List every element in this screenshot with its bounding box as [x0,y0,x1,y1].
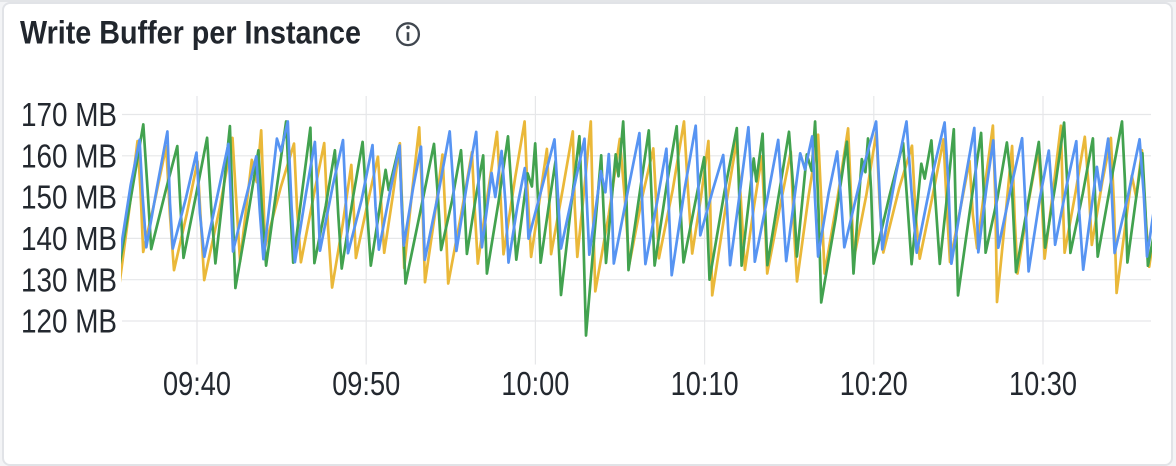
svg-text:09:40: 09:40 [163,365,231,402]
svg-text:170 MB: 170 MB [21,96,117,133]
svg-text:Write Buffer per Instance: Write Buffer per Instance [20,15,361,51]
svg-text:160 MB: 160 MB [21,137,117,174]
svg-text:120 MB: 120 MB [21,303,117,340]
svg-text:140 MB: 140 MB [21,220,117,257]
svg-text:10:30: 10:30 [1009,365,1077,402]
svg-text:130 MB: 130 MB [21,261,117,298]
svg-text:10:20: 10:20 [840,365,908,402]
svg-text:10:00: 10:00 [501,365,569,402]
svg-text:150 MB: 150 MB [21,179,117,216]
svg-text:10:10: 10:10 [671,365,739,402]
svg-text:09:50: 09:50 [332,365,400,402]
